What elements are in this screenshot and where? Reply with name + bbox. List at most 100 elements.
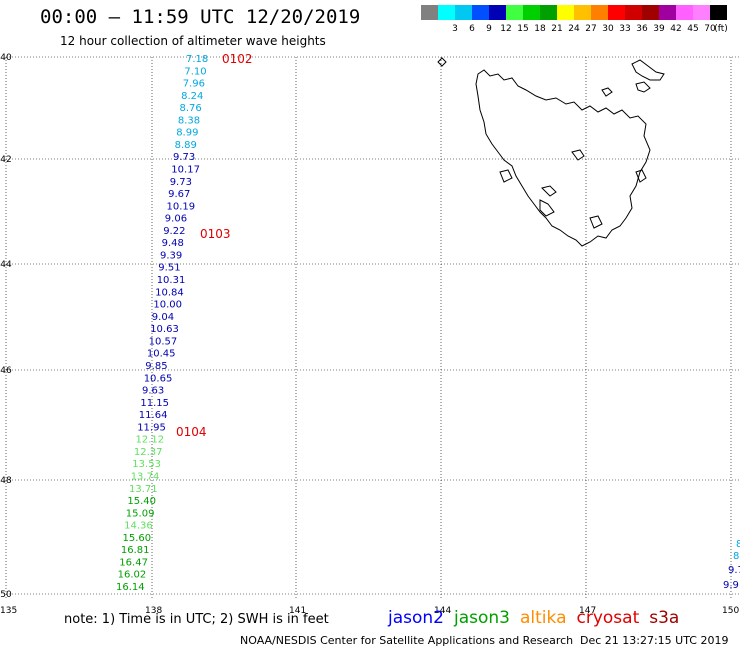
satellite-name: jason2 — [388, 608, 444, 628]
edge-track: 88 9.7 9.9 — [723, 539, 740, 591]
edge-wave-height-value: 8 — [733, 551, 739, 562]
legend-unit: (ft) — [714, 24, 728, 34]
satellite-name: jason3 — [454, 608, 510, 628]
time-labels: 0102 0103 0104 — [176, 52, 253, 439]
longitude-label: 144 — [434, 606, 451, 616]
altimeter-track: 7.187.107.968.248.768.388.998.899.7310.1… — [116, 54, 208, 593]
wave-height-value: 10.84 — [155, 287, 184, 298]
edge-wave-height-value: 9.7 — [728, 565, 740, 576]
wave-height-value: 15.09 — [126, 508, 155, 519]
wave-height-value: 9.04 — [152, 312, 174, 323]
king-island-outline — [437, 57, 447, 67]
wave-height-value: 12.12 — [136, 435, 165, 446]
longitude-label: 141 — [289, 606, 306, 616]
wave-height-value: 9.85 — [145, 361, 167, 372]
legend-swatch — [574, 5, 591, 20]
edge-wave-height-value: 9.9 — [723, 580, 739, 591]
wave-height-value: 11.95 — [137, 422, 166, 433]
flinders-island-outline — [631, 59, 665, 81]
wave-height-value: 9.67 — [168, 189, 190, 200]
wave-height-value: 14.36 — [124, 521, 153, 532]
longitude-labels: 135 138 141 144 147 150 — [0, 606, 739, 616]
wave-height-value: 10.19 — [167, 201, 196, 212]
legend-label: 24 — [568, 24, 580, 34]
lake-outline-2 — [541, 185, 557, 197]
wave-height-value: 9.51 — [158, 263, 180, 274]
time-label: 0104 — [176, 425, 207, 439]
legend-label: 12 — [500, 24, 512, 34]
legend-swatch — [472, 5, 489, 20]
lake-outline-3 — [539, 199, 555, 217]
lake-outline-4 — [589, 215, 603, 229]
tasmania-main-outline — [475, 69, 651, 247]
wave-height-value: 9.63 — [142, 386, 164, 397]
wave-height-value: 11.64 — [139, 410, 168, 421]
legend-swatch — [642, 5, 659, 20]
legend-swatch — [523, 5, 540, 20]
legend-swatch — [438, 5, 455, 20]
time-label: 0102 — [222, 52, 253, 66]
wave-height-value: 16.14 — [116, 582, 145, 593]
wave-height-value: 11.15 — [140, 398, 169, 409]
legend-swatch — [421, 5, 438, 20]
wave-height-value: 7.96 — [183, 79, 205, 90]
wave-height-value: 10.17 — [171, 165, 200, 176]
wave-height-value: 8.89 — [175, 140, 197, 151]
cape-barren-island-outline — [635, 81, 651, 93]
legend-label: 27 — [585, 24, 597, 34]
satellite-name: altika — [520, 608, 567, 628]
wave-height-value: 10.57 — [149, 336, 178, 347]
wave-height-value: 8.24 — [181, 91, 203, 102]
wave-height-value: 16.02 — [118, 570, 147, 581]
page-subtitle: 12 hour collection of altimeter wave hei… — [60, 34, 326, 48]
legend-label: 36 — [636, 24, 648, 34]
wave-height-value: 13.53 — [132, 459, 161, 470]
legend-label: 6 — [469, 24, 475, 34]
legend-label: 15 — [517, 24, 529, 34]
time-label: 0103 — [200, 227, 231, 241]
page-title: 00:00 – 11:59 UTC 12/20/2019 — [40, 6, 361, 28]
legend-label: 9 — [486, 24, 492, 34]
generation-timestamp: Dec 21 13:27:15 UTC 2019 — [580, 634, 729, 647]
wave-height-value: 8.38 — [178, 115, 200, 126]
wave-height-value: 15.40 — [127, 496, 156, 507]
legend-label: 18 — [534, 24, 546, 34]
legend-swatch — [625, 5, 642, 20]
footnote: note: 1) Time is in UTC; 2) SWH is in fe… — [64, 612, 329, 627]
wave-height-value: 9.06 — [165, 214, 187, 225]
color-legend: 3 6 9 12 15 18 21 24 27 30 33 36 39 42 45 70 (ft) — [421, 5, 731, 35]
wave-height-value: 8.76 — [180, 103, 202, 114]
legend-label: 3 — [452, 24, 458, 34]
longitude-label: 138 — [145, 606, 162, 616]
edge-wave-height-value: 8 — [736, 539, 740, 550]
wave-height-value: 9.73 — [170, 177, 192, 188]
legend-label: 33 — [619, 24, 631, 34]
wave-height-value: 10.63 — [150, 324, 179, 335]
legend-label: 30 — [602, 24, 614, 34]
latitude-label: -42 — [0, 155, 12, 165]
legend-swatch — [506, 5, 523, 20]
legend-label: 21 — [551, 24, 563, 34]
legend-label: 45 — [687, 24, 699, 34]
latitude-label: -46 — [0, 366, 12, 376]
wave-height-value: 9.73 — [173, 152, 195, 163]
satellite-name: s3a — [649, 608, 680, 628]
legend-swatch — [608, 5, 625, 20]
wave-height-value: 10.31 — [157, 275, 186, 286]
legend-label: 39 — [653, 24, 665, 34]
legend-swatch — [557, 5, 574, 20]
legend-swatch — [710, 5, 727, 20]
satellite-legend: jason2 jason3 altika cryosat s3a — [388, 608, 689, 628]
legend-label: 70 — [704, 24, 716, 34]
lake-outline-1 — [571, 149, 585, 161]
legend-label: 42 — [670, 24, 682, 34]
legend-swatch — [659, 5, 676, 20]
latitude-label: -48 — [0, 476, 12, 486]
wave-height-value: 9.22 — [163, 226, 185, 237]
legend-swatch — [591, 5, 608, 20]
satellite-name: cryosat — [576, 608, 640, 628]
latitude-label: -50 — [0, 590, 12, 600]
wave-height-value: 10.45 — [147, 349, 176, 360]
longitude-label: 147 — [579, 606, 596, 616]
legend-swatch — [693, 5, 710, 20]
